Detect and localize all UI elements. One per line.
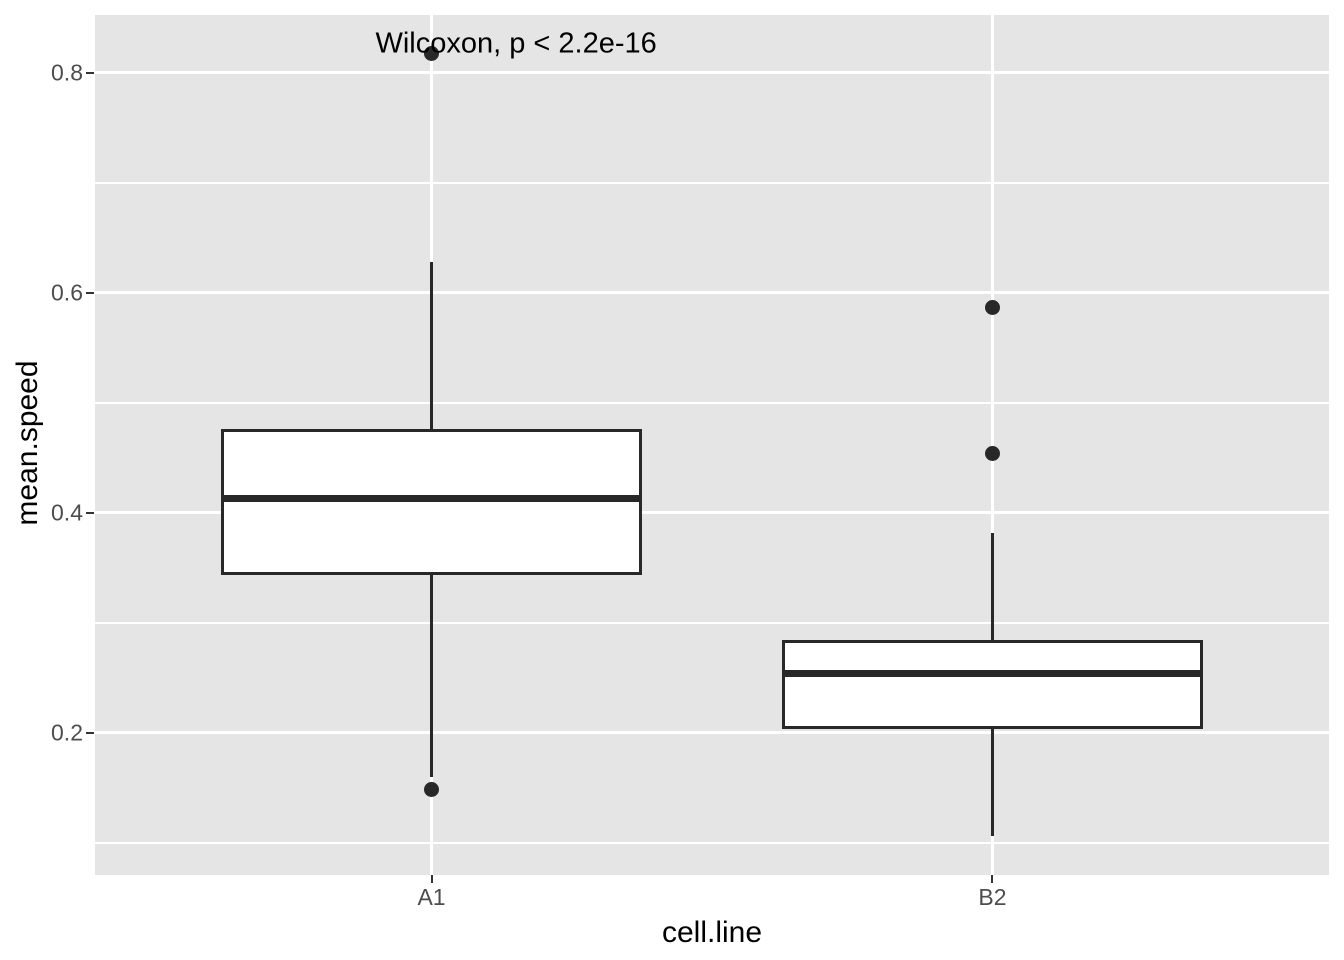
stat-test-annotation: Wilcoxon, p < 2.2e-16 xyxy=(375,27,657,60)
lower-whisker-B2 xyxy=(991,727,994,837)
box-B2 xyxy=(782,640,1203,729)
grid-major-horizontal xyxy=(95,731,1329,735)
upper-whisker-B2 xyxy=(991,532,994,642)
grid-minor-horizontal xyxy=(95,842,1329,844)
y-axis-title: mean.speed xyxy=(11,360,44,526)
y-tick-label: 0.4 xyxy=(51,499,83,526)
grid-minor-horizontal xyxy=(95,622,1329,624)
x-tick-label-A1: A1 xyxy=(417,884,446,910)
x-tick-mark xyxy=(430,875,433,883)
outlier-point-B2 xyxy=(984,299,1000,315)
median-line-A1 xyxy=(224,495,639,503)
y-tick-label: 0.6 xyxy=(51,279,83,306)
grid-major-horizontal xyxy=(95,291,1329,295)
x-tick-mark xyxy=(991,875,994,883)
grid-minor-horizontal xyxy=(95,182,1329,184)
grid-minor-horizontal xyxy=(95,402,1329,404)
y-tick-mark xyxy=(86,291,94,294)
median-line-B2 xyxy=(785,670,1200,678)
outlier-point-B2 xyxy=(984,446,1000,462)
y-tick-label: 0.2 xyxy=(51,719,83,746)
grid-major-vertical xyxy=(990,15,994,875)
upper-whisker-A1 xyxy=(430,262,433,431)
plot-panel xyxy=(95,15,1329,875)
y-tick-label: 0.8 xyxy=(51,59,83,86)
lower-whisker-A1 xyxy=(430,573,433,777)
grid-major-horizontal xyxy=(95,511,1329,515)
y-tick-mark xyxy=(86,731,94,734)
y-tick-mark xyxy=(86,71,94,74)
x-axis-title: cell.line xyxy=(661,916,763,949)
y-tick-mark xyxy=(86,511,94,514)
grid-major-horizontal xyxy=(95,71,1329,75)
outlier-point-A1 xyxy=(424,781,440,797)
outlier-point-A1 xyxy=(424,45,440,61)
x-tick-label-B2: B2 xyxy=(978,884,1007,910)
